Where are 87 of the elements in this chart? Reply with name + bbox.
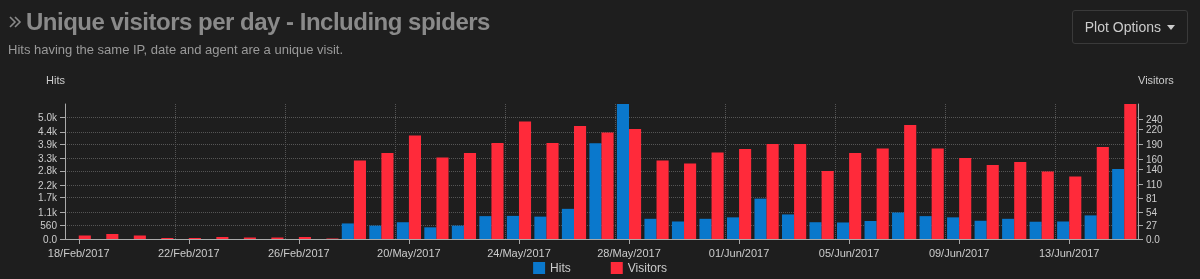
y2-axis-title: Visitors: [1138, 73, 1175, 86]
y2-tick-label: 240: [1146, 113, 1164, 125]
bar: [809, 222, 822, 239]
bar: [919, 216, 932, 239]
bar: [1096, 147, 1109, 239]
x-tick-label: 20/May/2017: [377, 246, 441, 259]
x-tick-label: 01/Jun/2017: [708, 246, 770, 259]
y-tick-label: 1.7k: [38, 192, 58, 204]
bar: [506, 215, 519, 239]
bar: [947, 217, 960, 239]
x-tick-label: 28/May/2017: [597, 246, 661, 259]
bar: [892, 212, 905, 239]
bar: [1014, 162, 1027, 239]
bar: [1069, 176, 1082, 239]
y-tick-label: 3.3k: [38, 153, 58, 165]
y2-tick-label: 81: [1146, 193, 1158, 204]
bar: [821, 171, 834, 239]
bar: [1041, 171, 1054, 239]
bar: [534, 216, 547, 239]
bar: [424, 227, 437, 239]
x-tick-label: 05/Jun/2017: [818, 246, 880, 259]
bar: [106, 234, 119, 239]
y-tick-label: 560: [40, 219, 58, 231]
y2-tick-label: 54: [1146, 206, 1158, 218]
y-tick-label: 0.0: [43, 233, 58, 245]
x-tick-label: 18/Feb/2017: [47, 246, 110, 259]
bar: [479, 216, 492, 239]
y2-tick-label: 160: [1146, 153, 1164, 165]
bar: [1029, 221, 1042, 239]
bar: [711, 152, 724, 239]
y2-tick-label: 190: [1146, 138, 1164, 150]
bar: [341, 223, 354, 239]
bar: [546, 143, 559, 239]
bar: [849, 153, 862, 239]
bar: [491, 143, 504, 239]
bar: [644, 218, 657, 239]
x-tick-label: 09/Jun/2017: [928, 246, 990, 259]
bar: [837, 222, 850, 239]
bar: [408, 135, 422, 239]
bar: [684, 163, 697, 239]
x-tick-label: 22/Feb/2017: [157, 246, 220, 259]
y-tick-label: 2.2k: [38, 179, 58, 191]
y2-tick-label: 140: [1146, 163, 1164, 175]
bar: [766, 144, 779, 239]
bar: [959, 158, 972, 239]
bar: [353, 160, 366, 239]
chart-subtitle: Hits having the same IP, date and agent are a unique visit.: [8, 42, 344, 57]
x-tick-label: 24/May/2017: [487, 246, 551, 259]
bar: [904, 125, 917, 239]
bar: [436, 157, 449, 239]
bar: [739, 149, 752, 239]
bar: [656, 160, 669, 239]
y-tick-label: 3.9k: [38, 138, 58, 150]
bar: [671, 221, 685, 239]
bar: [381, 153, 394, 239]
y-tick-label: 1.1k: [38, 206, 58, 218]
bar: [1002, 218, 1015, 239]
y-tick-label: 4.4k: [38, 126, 58, 138]
bar: [1057, 221, 1070, 239]
bar: [369, 225, 382, 239]
y2-tick-label: 220: [1146, 123, 1164, 135]
legend-label: Hits: [550, 261, 571, 275]
bar: [974, 220, 987, 239]
bar: [451, 225, 464, 239]
bar: [699, 218, 712, 239]
bar: [561, 208, 574, 239]
chart-title: Unique visitors per day - Including spiders: [26, 8, 490, 36]
plot-options-button[interactable]: Plot Options: [1071, 10, 1188, 44]
bar: [726, 217, 740, 239]
bar: [864, 221, 877, 239]
bar: [931, 148, 944, 239]
bar: [781, 214, 795, 239]
y2-tick-label: 0.0: [1146, 233, 1161, 245]
bar: [986, 165, 999, 239]
bar: [794, 144, 807, 239]
y-tick-label: 5.0k: [38, 111, 58, 123]
y2-tick-label: 27: [1146, 220, 1158, 231]
bar: [518, 121, 532, 239]
y-axis-title: Hits: [46, 73, 66, 86]
x-tick-label: 26/Feb/2017: [267, 246, 330, 259]
bar: [463, 153, 477, 239]
y-tick-label: 2.8k: [38, 165, 58, 177]
y2-tick-label: 110: [1146, 178, 1163, 190]
bar: [396, 222, 409, 239]
x-tick-label: 13/Jun/2017: [1038, 246, 1100, 259]
bar: [876, 148, 889, 239]
legend-label: Visitors: [627, 261, 667, 275]
